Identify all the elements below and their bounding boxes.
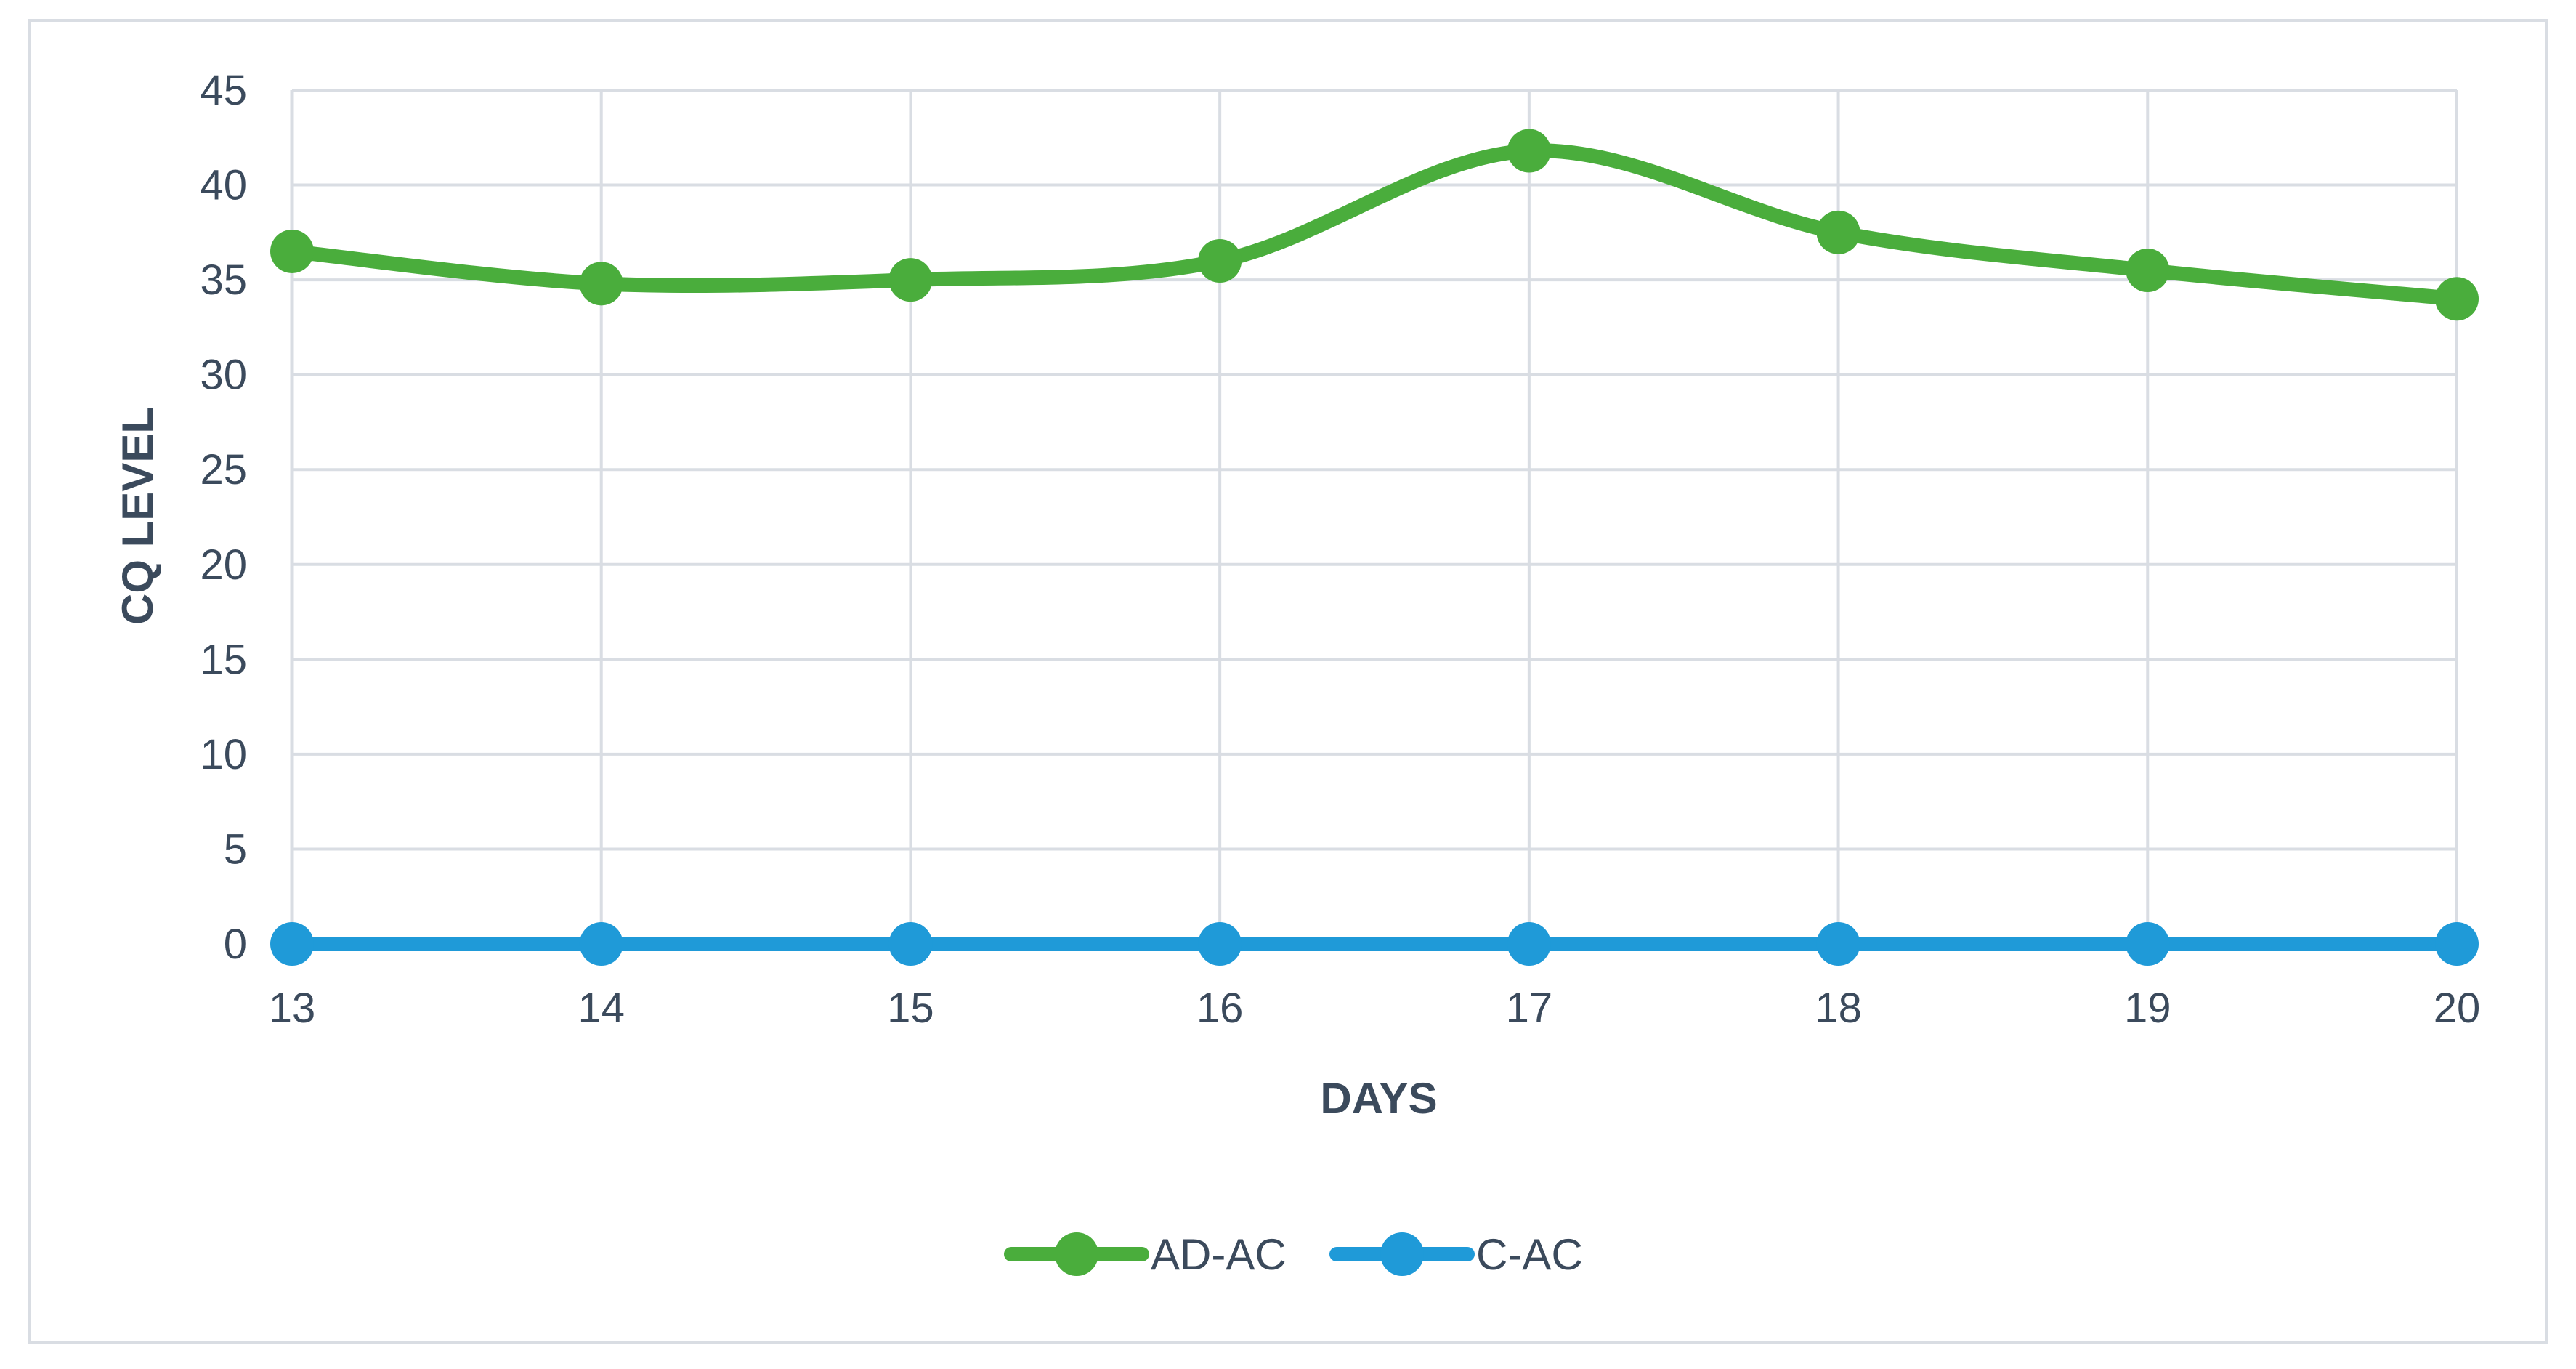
data-point-ad-ac xyxy=(1507,129,1551,173)
y-tick-label: 0 xyxy=(224,921,247,968)
y-tick-label: 35 xyxy=(200,257,247,304)
y-tick-label: 40 xyxy=(200,162,247,209)
data-point-ad-ac xyxy=(1198,239,1242,283)
data-series xyxy=(270,129,2479,966)
data-point-c-ac xyxy=(2435,922,2479,966)
data-point-c-ac xyxy=(888,922,933,966)
gridlines xyxy=(292,89,2458,944)
y-tick-label: 10 xyxy=(200,731,247,778)
axes xyxy=(290,90,2457,946)
series-line-ad-ac xyxy=(285,143,2464,307)
y-tick-label: 45 xyxy=(200,67,247,114)
data-point-ad-ac xyxy=(579,262,623,306)
x-tick-label: 19 xyxy=(2124,985,2171,1032)
y-tick-label: 25 xyxy=(200,446,247,493)
data-point-c-ac xyxy=(1507,922,1551,966)
legend-swatch-marker xyxy=(1055,1232,1098,1276)
legend-swatch-marker xyxy=(1380,1232,1424,1276)
x-tick-label: 14 xyxy=(578,985,625,1032)
data-point-ad-ac xyxy=(2126,249,2170,293)
legend-item-c-ac: C-AC xyxy=(1329,1230,1583,1279)
legend: AD-AC C-AC xyxy=(1004,1230,1583,1279)
data-point-c-ac xyxy=(579,922,623,966)
x-tick-label: 13 xyxy=(269,985,316,1032)
x-axis-title: DAYS xyxy=(1320,1074,1437,1123)
data-point-c-ac xyxy=(270,922,314,966)
legend-label: C-AC xyxy=(1476,1230,1583,1279)
data-point-c-ac xyxy=(1198,922,1242,966)
series-ad-ac xyxy=(270,129,2479,321)
y-tick-label: 15 xyxy=(200,636,247,683)
x-tick-label: 16 xyxy=(1196,985,1244,1032)
y-tick-label: 20 xyxy=(200,541,247,589)
x-tick-label: 20 xyxy=(2434,985,2481,1032)
legend-item-ad-ac: AD-AC xyxy=(1004,1230,1287,1279)
data-point-ad-ac xyxy=(1816,210,1860,254)
y-tick-label: 30 xyxy=(200,352,247,399)
data-point-c-ac xyxy=(1816,922,1860,966)
data-point-c-ac xyxy=(2126,922,2170,966)
y-tick-labels: 0 5 10 15 20 25 30 35 40 45 xyxy=(200,67,247,968)
legend-label: AD-AC xyxy=(1151,1230,1287,1279)
x-tick-label: 17 xyxy=(1506,985,1553,1032)
x-tick-labels: 13 14 15 16 17 18 19 20 xyxy=(269,985,2481,1032)
data-point-ad-ac xyxy=(270,229,314,273)
y-tick-label: 5 xyxy=(224,825,247,873)
data-point-ad-ac xyxy=(888,258,933,302)
x-tick-label: 15 xyxy=(887,985,934,1032)
series-c-ac xyxy=(270,922,2479,966)
x-tick-label: 18 xyxy=(1815,985,1862,1032)
y-axis-title: CQ LEVEL xyxy=(113,407,162,625)
data-point-ad-ac xyxy=(2435,277,2479,321)
